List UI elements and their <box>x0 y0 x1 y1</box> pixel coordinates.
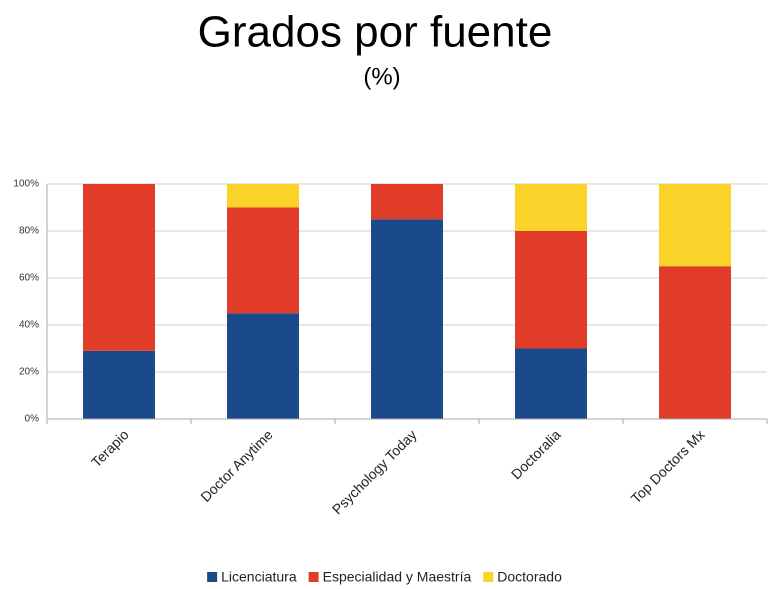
y-tick-label: 0% <box>25 414 40 425</box>
bar-segment <box>227 207 299 314</box>
x-tick-label: Terapio <box>88 426 132 470</box>
chart-subtitle: (%) <box>363 63 400 90</box>
legend-swatch <box>207 572 218 582</box>
y-tick-label: 20% <box>19 367 39 378</box>
chart-title: Grados por fuente <box>198 8 553 57</box>
x-tick-label: Doctor Anytime <box>197 426 276 505</box>
y-tick-label: 100% <box>13 179 39 190</box>
bar-segment <box>371 219 443 419</box>
bar-segment <box>227 184 299 208</box>
bar-segment <box>659 184 731 267</box>
x-tick-label: Psychology Today <box>329 426 420 517</box>
legend-label: Doctorado <box>497 569 562 585</box>
bar-segment <box>515 184 587 231</box>
y-tick-label: 40% <box>19 320 39 331</box>
legend-label: Licenciatura <box>221 569 297 585</box>
bar-segment <box>659 266 731 419</box>
bar-segment <box>515 231 587 349</box>
bar-segment <box>371 184 443 220</box>
bar-segment <box>227 313 299 419</box>
bar-segment <box>83 184 155 351</box>
x-tick-label: Doctoralia <box>508 426 564 482</box>
y-tick-label: 60% <box>19 273 39 284</box>
legend-label: Especialidad y Maestría <box>323 569 472 585</box>
bar-segment <box>515 348 587 419</box>
legend-swatch <box>308 572 319 582</box>
x-tick-label: Top Doctors Mx <box>628 426 708 506</box>
legend-swatch <box>483 572 494 582</box>
bar-segment <box>83 350 155 419</box>
y-tick-label: 80% <box>19 226 39 237</box>
